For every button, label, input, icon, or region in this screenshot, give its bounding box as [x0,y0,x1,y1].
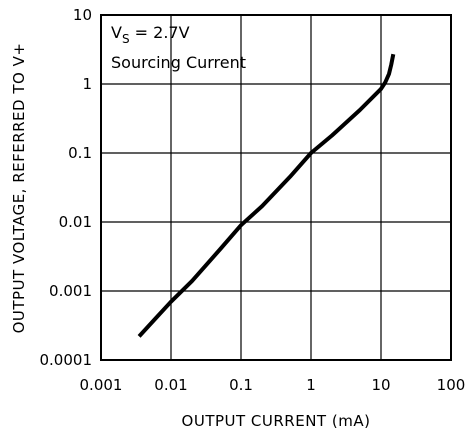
y-axis-title: OUTPUT VOLTAGE, REFERRED TO V+ [10,43,28,334]
y-tick-label: 0.01 [59,213,92,231]
x-tick-label: 0.1 [229,376,253,394]
x-tick-label: 0.001 [80,376,123,394]
x-tick-label: 0.01 [154,376,187,394]
grid-lines [101,15,451,360]
x-tick-labels: 0.001 0.01 0.1 1 10 100 [80,376,466,394]
y-tick-label: 0.0001 [40,351,93,369]
series-line [137,53,396,338]
annotation-v: V [111,23,122,42]
annotation-line1: VS = 2.7V [111,23,190,46]
x-axis-title: OUTPUT CURRENT (mA) [182,412,371,430]
annotation-subscript: S [122,32,130,46]
x-tick-label: 1 [306,376,316,394]
annotation-value: = 2.7V [130,23,190,42]
y-tick-labels: 0.0001 0.001 0.01 0.1 1 10 [40,6,93,369]
x-tick-label: 10 [371,376,390,394]
y-tick-label: 0.1 [68,144,92,162]
y-tick-label: 0.001 [49,282,92,300]
plot-frame [100,14,452,361]
y-tick-label: 1 [82,75,92,93]
annotation: VS = 2.7V Sourcing Current [111,23,246,72]
annotation-line2: Sourcing Current [111,53,246,72]
y-tick-label: 10 [73,6,92,24]
x-tick-label: 100 [437,376,466,394]
